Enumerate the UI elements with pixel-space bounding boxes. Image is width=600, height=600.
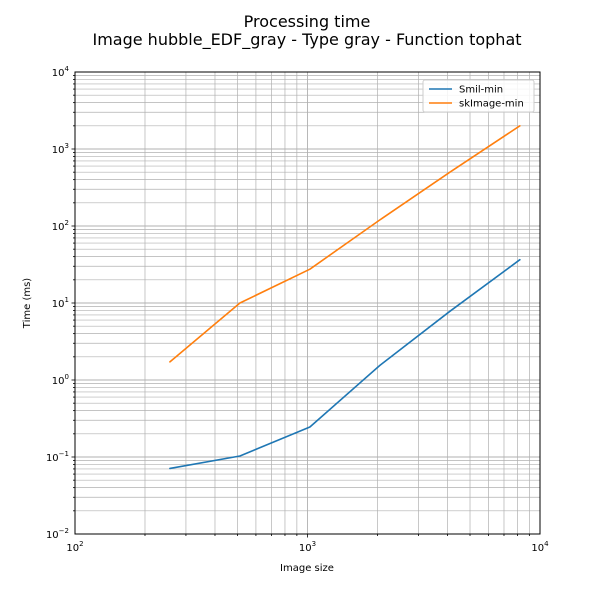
y-tick-label: 104 [52, 65, 70, 79]
axis-ticks: 102 103 104 10−2 10−1 100 101 102 103 104 [46, 65, 549, 554]
legend-label: skImage-min [459, 99, 524, 110]
y-tick-label: 102 [52, 219, 69, 233]
series-line-skimage-min [169, 125, 521, 363]
y-tick-label: 101 [52, 296, 69, 310]
x-tick-label: 103 [299, 540, 316, 554]
x-tick-label: 104 [531, 540, 549, 554]
chart-title: Processing time [244, 12, 371, 31]
y-tick-label: 103 [52, 142, 69, 156]
y-axis-label: Time (ms) [22, 278, 33, 330]
grid [75, 72, 540, 534]
legend: Smil-min skImage-min [422, 79, 535, 113]
series-line-smil-min [169, 258, 521, 470]
chart-subtitle: Image hubble_EDF_gray - Type gray - Func… [92, 30, 521, 50]
x-axis-label: Image size [280, 563, 334, 574]
y-tick-label: 100 [52, 373, 69, 387]
series-lines [169, 125, 521, 470]
y-tick-label: 10−2 [46, 527, 69, 541]
legend-box [422, 79, 535, 113]
x-tick-label: 102 [66, 540, 83, 554]
legend-label: Smil-min [459, 85, 503, 96]
y-tick-label: 10−1 [46, 450, 69, 464]
